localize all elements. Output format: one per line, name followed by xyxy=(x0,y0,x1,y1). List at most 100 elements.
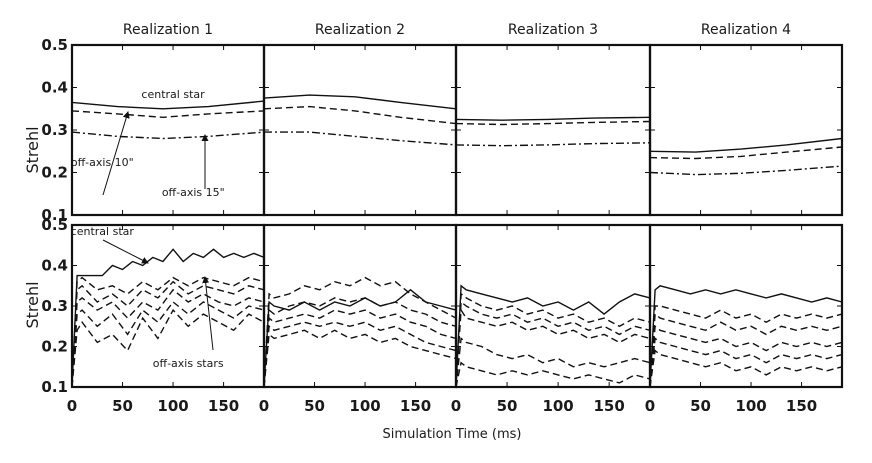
panel-ticks xyxy=(455,44,650,216)
x-tick-label: 100 xyxy=(735,397,766,415)
x-tick-label: 150 xyxy=(786,397,817,415)
panel-bottom-4 xyxy=(648,223,844,389)
y-tick-label: 0.1 xyxy=(41,206,68,224)
series-off-axis-star-3 xyxy=(649,324,843,388)
x-tick-label: 150 xyxy=(400,397,431,415)
series-central-star xyxy=(263,94,457,110)
x-tick-label: 100 xyxy=(157,397,188,415)
panel-bottom-3 xyxy=(454,223,652,389)
series-off-axis-star-2 xyxy=(71,280,265,388)
series-off-axis-star-4 xyxy=(263,321,457,388)
series-off-axis-star-4 xyxy=(649,337,843,388)
panel-top-2 xyxy=(262,43,458,217)
x-tick-label: 0 xyxy=(451,397,461,415)
panel-frame xyxy=(648,223,844,389)
y-tick-label: 0.5 xyxy=(41,216,68,234)
series-central-star xyxy=(455,116,651,121)
x-tick-label: 50 xyxy=(497,397,518,415)
y-axis-label-top: Strehl xyxy=(23,126,42,173)
panel-frame xyxy=(454,43,652,217)
x-tick-label: 100 xyxy=(542,397,573,415)
y-tick-label: 0.3 xyxy=(41,121,68,139)
panel-frame xyxy=(262,223,458,389)
series-central-star xyxy=(263,288,457,388)
series-off-axis-10- xyxy=(649,146,843,160)
annotation-arrow xyxy=(102,111,130,196)
series-off-axis-15- xyxy=(264,131,457,146)
y-tick-label: 0.4 xyxy=(41,257,68,275)
y-tick-label: 0.4 xyxy=(41,79,68,97)
series-off-axis-star-1 xyxy=(455,292,651,388)
panel-bottom-2 xyxy=(262,223,458,389)
annotation-label: off-axis stars xyxy=(153,357,224,370)
annotation-label: central star xyxy=(71,225,135,238)
series-off-axis-star-4 xyxy=(71,301,265,388)
panel-ticks xyxy=(649,44,842,216)
annotation-arrow xyxy=(202,276,214,351)
series-off-axis-15- xyxy=(455,142,651,147)
axis-ticks: 0.10.20.30.40.50.10.20.30.40.50 50 100 150 0… xyxy=(41,36,842,415)
panel-ticks xyxy=(649,224,842,388)
series-off-axis-star-2 xyxy=(263,297,457,388)
series-off-axis-star-5 xyxy=(71,308,265,388)
series-central-star xyxy=(649,137,843,153)
x-tick-label: 100 xyxy=(349,397,380,415)
panel-frame xyxy=(262,43,458,217)
series-off-axis-star-3 xyxy=(455,307,651,388)
panel-ticks xyxy=(71,44,264,216)
panel-top-3 xyxy=(454,43,652,217)
series-off-axis-star-1 xyxy=(71,276,265,388)
column-titles: Realization 1 Realization 2 Realization 3 R… xyxy=(123,22,791,38)
column-title-4: Realization 4 xyxy=(701,22,791,38)
x-tick-label: 0 xyxy=(645,397,655,415)
series-off-axis-star-5 xyxy=(263,329,457,388)
y-tick-label: 0.2 xyxy=(41,338,68,356)
panel-frame xyxy=(648,43,844,217)
panel-frame xyxy=(454,223,652,389)
series-off-axis-star-4 xyxy=(455,337,651,388)
column-title-3: Realization 3 xyxy=(508,22,598,38)
annotation-arrow xyxy=(102,239,149,264)
x-tick-label: 0 xyxy=(259,397,269,415)
panel-ticks xyxy=(455,224,650,388)
annotation-label: off-axis 15" xyxy=(162,186,225,199)
panel-ticks xyxy=(71,224,264,388)
series-off-axis-15- xyxy=(649,165,843,176)
series-central-star xyxy=(71,100,265,110)
series-off-axis-10- xyxy=(455,120,651,126)
series-off-axis-star-5 xyxy=(455,361,651,388)
series-off-axis-10- xyxy=(71,110,265,119)
series-off-axis-star-1 xyxy=(263,276,457,388)
x-tick-label: 50 xyxy=(112,397,133,415)
x-tick-label: 50 xyxy=(304,397,325,415)
panel-ticks xyxy=(263,224,456,388)
y-tick-label: 0.3 xyxy=(41,297,68,315)
y-tick-label: 0.5 xyxy=(41,36,68,54)
panel-top-4 xyxy=(648,43,844,217)
y-tick-label: 0.1 xyxy=(41,378,68,396)
series-central-star xyxy=(71,248,265,388)
x-tick-label: 50 xyxy=(690,397,711,415)
column-title-2: Realization 2 xyxy=(315,22,405,38)
series-off-axis-15- xyxy=(71,131,265,140)
series-central-star xyxy=(455,284,651,388)
x-tick-label: 150 xyxy=(208,397,239,415)
series-central-star xyxy=(649,285,843,388)
y-axis-label-bottom: Strehl xyxy=(23,281,42,328)
series-off-axis-star-2 xyxy=(649,312,843,388)
series-off-axis-star-1 xyxy=(649,305,843,388)
series-off-axis-star-3 xyxy=(263,309,457,388)
x-tick-label: 0 xyxy=(67,397,77,415)
y-tick-label: 0.2 xyxy=(41,164,68,182)
annotations: central star off-axis 10" off-axis 15" cent… xyxy=(71,88,225,370)
column-title-1: Realization 1 xyxy=(123,22,213,38)
series-off-axis-star-3 xyxy=(71,288,265,388)
panel-ticks xyxy=(263,44,456,216)
x-tick-label: 150 xyxy=(594,397,625,415)
annotation-label: central star xyxy=(141,88,205,101)
annotation-label: off-axis 10" xyxy=(71,156,134,169)
series-off-axis-star-5 xyxy=(649,349,843,388)
x-axis-label: Simulation Time (ms) xyxy=(383,427,522,442)
series-off-axis-10- xyxy=(263,105,457,125)
